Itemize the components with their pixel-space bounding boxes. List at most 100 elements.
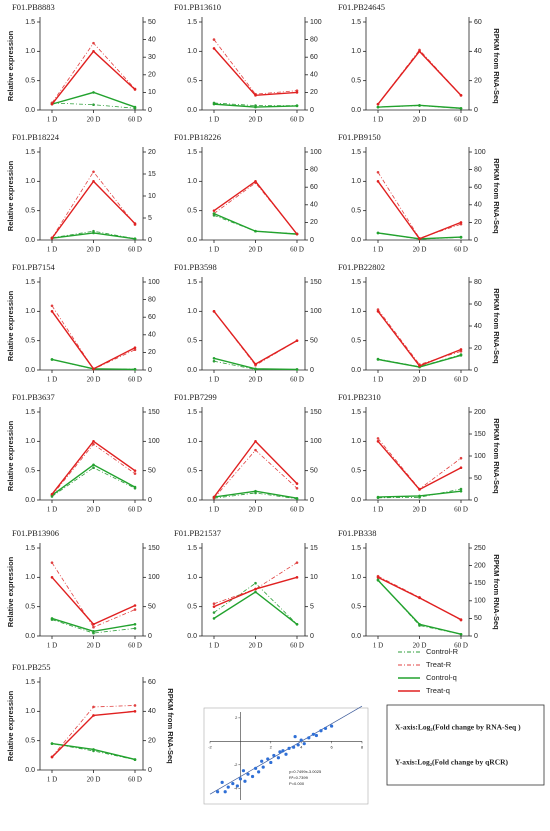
- point: [295, 104, 299, 108]
- y-tick-label: 1.5: [25, 545, 35, 552]
- y2-tick-label: 100: [148, 279, 160, 286]
- y2-tick-label: 50: [310, 468, 318, 475]
- y-tick-label: 1.0: [25, 438, 35, 445]
- panel-title: F01.PB21537: [174, 528, 221, 538]
- y2-tick-label: 40: [148, 708, 156, 715]
- y-tick-label: 1.5: [25, 409, 35, 416]
- point: [418, 364, 421, 368]
- point: [212, 212, 216, 215]
- y2-tick-label: 200: [474, 409, 486, 416]
- point: [260, 759, 264, 763]
- point: [295, 496, 299, 500]
- point: [295, 368, 299, 371]
- y-axis-label: Relative expression: [6, 290, 15, 361]
- point: [223, 790, 227, 794]
- y2-tick-label: 60: [148, 679, 156, 686]
- x-tick-label: 20 D: [87, 376, 101, 384]
- point: [261, 765, 265, 769]
- y-tick-label: 0.0: [351, 107, 361, 114]
- y2-tick-label: 50: [148, 604, 156, 611]
- point: [50, 310, 54, 313]
- y2-tick-label: 150: [474, 580, 486, 587]
- y-tick-label: 0.5: [351, 604, 361, 611]
- point: [212, 209, 216, 212]
- y-tick-label: 1.5: [187, 149, 197, 156]
- x-tick-label: 20 D: [413, 376, 427, 384]
- point: [284, 752, 288, 756]
- point: [299, 738, 303, 742]
- x-tick-label: 20 D: [413, 642, 427, 650]
- y-tick-label: 1.5: [25, 149, 35, 156]
- x-tick-label: 20 D: [87, 776, 101, 784]
- x-tick-label: 1 D: [209, 642, 219, 650]
- y-tick-label: 1.5: [351, 279, 361, 286]
- y-tick-label: 1.0: [25, 48, 35, 55]
- point: [50, 102, 54, 106]
- point: [276, 756, 280, 760]
- y2-tick-label: 5: [148, 215, 152, 222]
- panel-title: F01.PB3598: [174, 262, 217, 272]
- y-tick-label: 0.5: [187, 208, 197, 215]
- point: [376, 576, 380, 579]
- y-tick-label: 1.5: [25, 19, 35, 26]
- panel-title: F01.PB13610: [174, 2, 221, 12]
- point: [311, 732, 315, 736]
- y-tick-label: 1.0: [187, 438, 197, 445]
- x-tick-label: 20 D: [413, 116, 427, 124]
- y2-tick-label: 80: [310, 36, 318, 43]
- y2-tick-label: 20: [310, 219, 318, 226]
- y-tick-label: 0.5: [351, 468, 361, 475]
- point: [92, 41, 95, 45]
- y-tick-label: 0.5: [351, 208, 361, 215]
- point: [376, 180, 380, 183]
- x-tick-label: 20 D: [87, 246, 101, 254]
- x-tick-label: 60 D: [290, 376, 304, 384]
- series-line: [377, 50, 462, 105]
- y2-tick-label: 100: [474, 453, 486, 460]
- point: [376, 578, 380, 582]
- point: [376, 440, 380, 443]
- point: [92, 622, 95, 626]
- x-tick-label: 1 D: [373, 506, 383, 514]
- point: [418, 50, 421, 53]
- y2-tick-label: 150: [310, 409, 322, 416]
- y-tick-label: 0.5: [25, 208, 35, 215]
- y2-tick-label: 100: [310, 149, 322, 156]
- x-tick-label: 8: [361, 744, 364, 749]
- y2-tick-label: 0: [148, 107, 152, 114]
- point: [50, 742, 54, 745]
- x-tick-label: 60 D: [128, 776, 142, 784]
- y2-axis-label: RPKM from RNA-Seq: [492, 288, 501, 364]
- x-tick-label: 20 D: [249, 642, 263, 650]
- series-line: [51, 576, 136, 626]
- point: [254, 766, 258, 770]
- annotation: y=0.7499x-3.0025: [289, 769, 322, 774]
- y2-tick-label: 10: [148, 193, 156, 200]
- y2-tick-label: 0: [310, 497, 314, 504]
- point: [250, 774, 255, 779]
- y2-tick-label: 60: [310, 54, 318, 61]
- note-x: X-axis:Log₂(Fold change by RNA-Seq ): [395, 723, 521, 732]
- point: [92, 103, 95, 107]
- x-tick-label: 1 D: [47, 506, 57, 514]
- point: [254, 590, 257, 594]
- point: [212, 611, 216, 614]
- y-tick-label: 0.5: [25, 738, 35, 745]
- x-tick-label: 1 D: [209, 246, 219, 254]
- legend-label: Treat-R: [426, 660, 452, 669]
- y2-tick-label: 150: [310, 279, 322, 286]
- y2-tick-label: 80: [474, 166, 482, 173]
- y2-tick-label: 0: [148, 237, 152, 244]
- y2-tick-label: 40: [148, 332, 156, 339]
- x-tick-label: 2: [270, 744, 273, 749]
- y2-tick-label: 50: [148, 468, 156, 475]
- point: [133, 237, 137, 241]
- x-tick-label: 60 D: [128, 376, 142, 384]
- point: [376, 437, 380, 440]
- y2-tick-label: 20: [148, 149, 156, 156]
- y-tick-label: 0.0: [25, 367, 35, 374]
- point: [92, 440, 95, 443]
- x-tick-label: 4: [300, 744, 303, 749]
- y-tick-label: -4: [234, 785, 238, 790]
- point: [92, 50, 95, 53]
